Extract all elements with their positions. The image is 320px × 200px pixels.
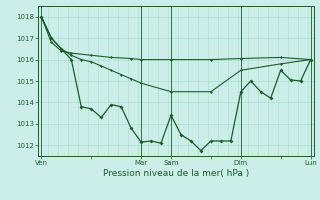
X-axis label: Pression niveau de la mer( hPa ): Pression niveau de la mer( hPa ) [103, 169, 249, 178]
